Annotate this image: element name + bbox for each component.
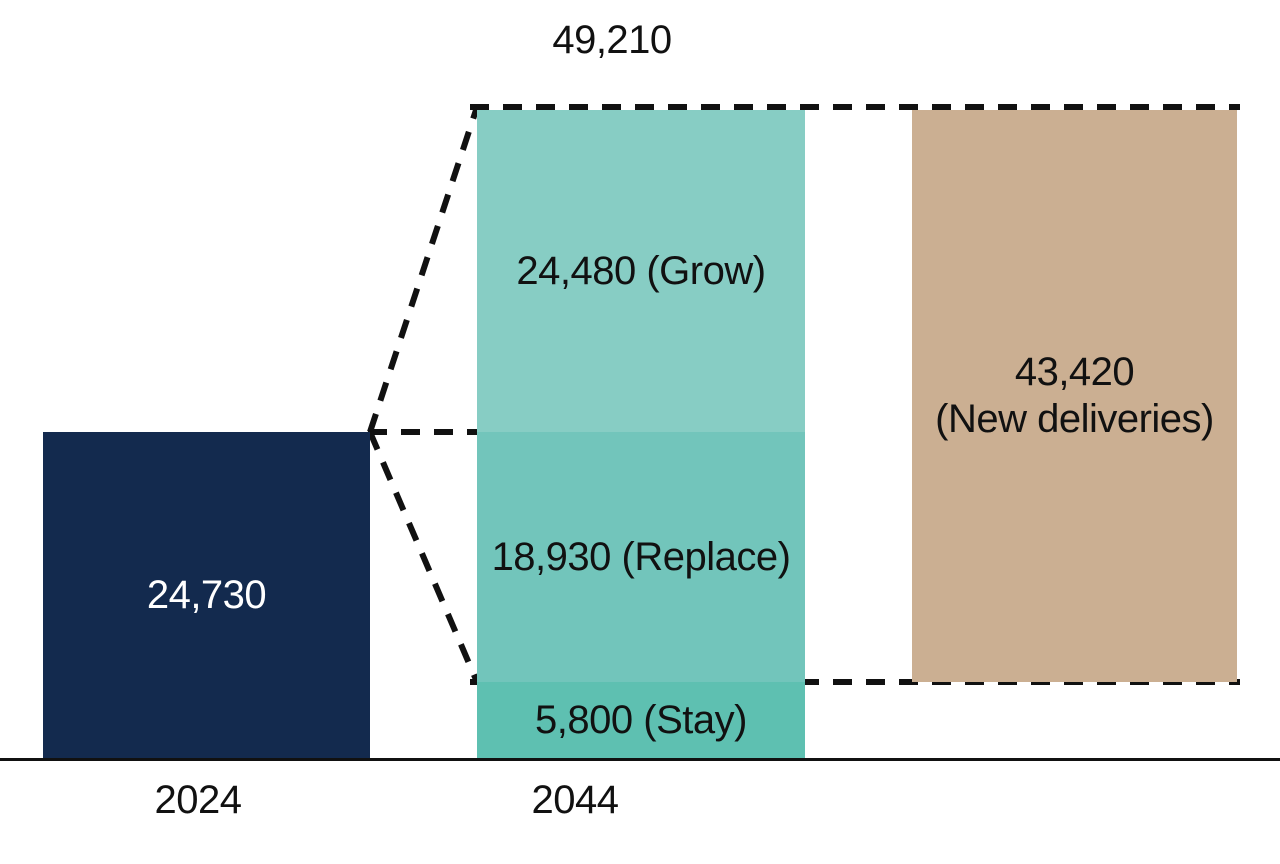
segment-stay: 5,800 (Stay) <box>477 682 805 759</box>
segment-grow-label: 24,480 (Grow) <box>516 248 766 293</box>
segment-replace: 18,930 (Replace) <box>477 432 805 682</box>
segment-replace-label: 18,930 (Replace) <box>491 534 791 579</box>
x-axis-line <box>0 758 1280 761</box>
segment-grow: 24,480 (Grow) <box>477 110 805 432</box>
bar-2024-value-label: 24,730 <box>146 573 267 617</box>
bar-new-deliveries: 43,420 (New deliveries) <box>912 110 1237 682</box>
bar-2024-fleet: 24,730 <box>43 432 370 759</box>
x-axis-tick-2044: 2044 <box>531 778 619 822</box>
x-axis-tick-2024: 2024 <box>154 778 242 822</box>
connector-diagonal-down <box>367 430 480 684</box>
new-deliveries-value-label: 43,420 <box>1014 349 1135 394</box>
new-deliveries-name-label: (New deliveries) <box>935 397 1214 441</box>
segment-stay-label: 5,800 (Stay) <box>535 698 747 742</box>
connector-diagonal-up <box>367 106 480 433</box>
total-2044-label: 49,210 <box>552 18 672 62</box>
